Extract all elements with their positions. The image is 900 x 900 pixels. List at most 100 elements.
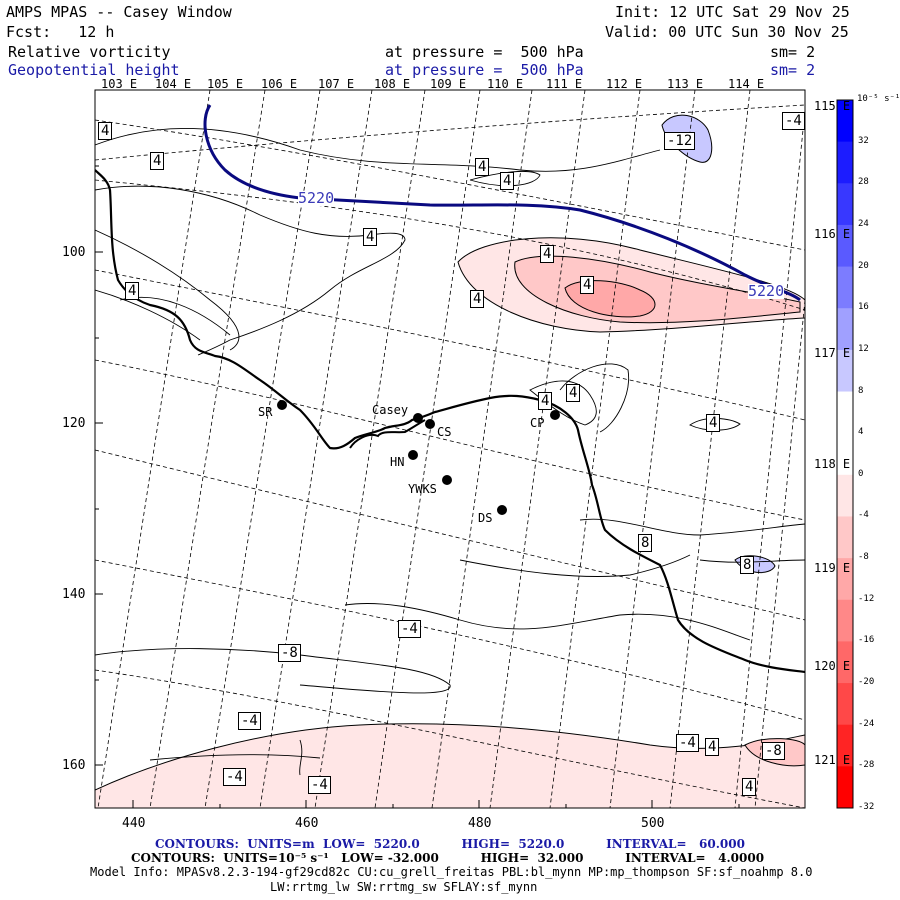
colorbar-label: -24 (858, 718, 875, 729)
lon-label-top: 107 E (318, 77, 355, 91)
footer-vorticity-contours: CONTOURS: UNITS=10⁻⁵ s⁻¹ LOW= -32.000 HI… (131, 851, 765, 865)
colorbar-swatch (837, 516, 853, 559)
colorbar-swatch (837, 641, 853, 684)
colorbar-label: 16 (858, 302, 869, 313)
lon-label-top: 114 E (728, 77, 765, 91)
station-label-cp: CP (530, 416, 545, 430)
colorbar (836, 99, 854, 809)
station-label-sr: SR (258, 405, 273, 419)
vorticity-contour-label: -8 (762, 742, 785, 760)
lon-label-top: 108 E (374, 77, 411, 91)
vorticity-contour-label: 4 (705, 738, 720, 756)
valid-time: Valid: 00 UTC Sun 30 Nov 25 (605, 23, 849, 41)
lon-label-top: 105 E (207, 77, 244, 91)
coastline-inlet (349, 419, 426, 449)
y-tick-140: 140 (62, 587, 86, 602)
vorticity-contour-label: 4 (98, 122, 113, 140)
colorbar-swatch (837, 433, 853, 476)
colorbar-label: 8 (858, 385, 864, 396)
vorticity-contour-label: -4 (223, 768, 246, 786)
x-tick-440: 440 (122, 816, 146, 831)
vorticity-contour-label: 8 (638, 534, 653, 552)
vorticity-contour-label: 4 (363, 228, 378, 246)
vorticity-contour-label: -4 (676, 734, 699, 752)
vorticity-contour-label: 4 (470, 290, 485, 308)
forecast-hour: Fcst: 12 h (6, 23, 115, 41)
lon-label-top: 113 E (667, 77, 704, 91)
footer-model-info: Model Info: MPASv8.2.3-194-gf29cd82c CU:… (90, 865, 813, 879)
vorticity-contour-label: 8 (740, 556, 755, 574)
y-tick-100: 100 (62, 245, 86, 260)
station-label-casey: Casey (372, 403, 409, 417)
lon-label-top: 103 E (101, 77, 138, 91)
colorbar-label: -32 (858, 802, 875, 812)
colorbar-label: -8 (858, 552, 869, 563)
colorbar-swatch (837, 308, 853, 351)
colorbar-label: 28 (858, 177, 869, 188)
vorticity-contour-label: -4 (238, 712, 261, 730)
field2-level: at pressure = 500 hPa (385, 61, 584, 79)
x-tick-460: 460 (295, 816, 319, 831)
colorbar-swatch (837, 724, 853, 767)
colorbar-label: -4 (858, 510, 869, 521)
colorbar-swatch (837, 183, 853, 226)
colorbar-label: -16 (858, 635, 875, 646)
vorticity-contour-label: 4 (540, 245, 555, 263)
vorticity-contour-label: 4 (475, 158, 490, 176)
lon-label-right: 117 E (814, 346, 851, 360)
footer-height-contours: CONTOURS: UNITS=m LOW= 5220.0 HIGH= 5220… (155, 837, 745, 851)
lon-label-right: 116 E (814, 227, 851, 241)
colorbar-swatch (837, 100, 853, 143)
station-label-ds: DS (478, 511, 493, 525)
colorbar-swatch (837, 558, 853, 601)
colorbar-label: -20 (858, 677, 875, 688)
vorticity-contour-label: 4 (742, 778, 757, 796)
x-tick-480: 480 (468, 816, 492, 831)
colorbar-label: -28 (858, 760, 875, 771)
plot-title: AMPS MPAS -- Casey Window (6, 3, 232, 21)
lon-label-right: 118 E (814, 457, 851, 471)
lon-label-top: 112 E (606, 77, 643, 91)
colorbar-unit: 10⁻⁵ s⁻¹ (857, 94, 900, 104)
colorbar-swatch (837, 349, 853, 393)
station-markers (277, 400, 560, 515)
field2-name: Geopotential height (8, 61, 180, 79)
colorbar-label: 4 (858, 427, 864, 438)
colorbar-swatch (837, 683, 853, 726)
field2-smooth: sm= 2 (770, 61, 816, 79)
vorticity-contour-label: 4 (150, 152, 165, 170)
colorbar-label: 0 (858, 468, 864, 479)
colorbar-label: 20 (858, 260, 869, 271)
lon-label-top: 110 E (487, 77, 524, 91)
colorbar-swatch (837, 766, 853, 809)
station-label-cs: CS (437, 425, 452, 439)
colorbar-swatch (837, 599, 853, 642)
coastline (95, 169, 805, 674)
footer-physics-info: LW:rrtmg_lw SW:rrtmg_sw SFLAY:sf_mynn (270, 880, 538, 894)
init-time: Init: 12 UTC Sat 29 Nov 25 (615, 3, 850, 21)
lon-label-top: 106 E (261, 77, 298, 91)
vorticity-contour-label: -12 (664, 132, 696, 150)
colorbar-label: 12 (858, 343, 869, 354)
vorticity-contour-label: -4 (782, 112, 805, 130)
field1-level: at pressure = 500 hPa (385, 43, 584, 61)
colorbar-swatch (837, 141, 853, 184)
colorbar-label: -12 (858, 593, 875, 604)
height-contour-5220 (203, 104, 801, 302)
field1-name: Relative vorticity (8, 43, 171, 61)
lon-label-right: 121 E (814, 753, 851, 767)
vorticity-contour-label: -4 (308, 776, 331, 794)
y-tick-160: 160 (62, 758, 86, 773)
vorticity-contour-label: 4 (706, 414, 721, 432)
height-contour-label: 5220 (298, 189, 335, 207)
vorticity-contour-label: -4 (398, 620, 421, 638)
vorticity-contour-label: 4 (500, 172, 515, 190)
x-tick-500: 500 (641, 816, 665, 831)
lon-label-right: 120 E (814, 659, 851, 673)
colorbar-swatch (837, 224, 853, 268)
station-label-hn: HN (390, 455, 405, 469)
vorticity-contour-label: 4 (125, 282, 140, 300)
colorbar-frame (836, 99, 854, 809)
colorbar-label: 32 (858, 135, 869, 146)
